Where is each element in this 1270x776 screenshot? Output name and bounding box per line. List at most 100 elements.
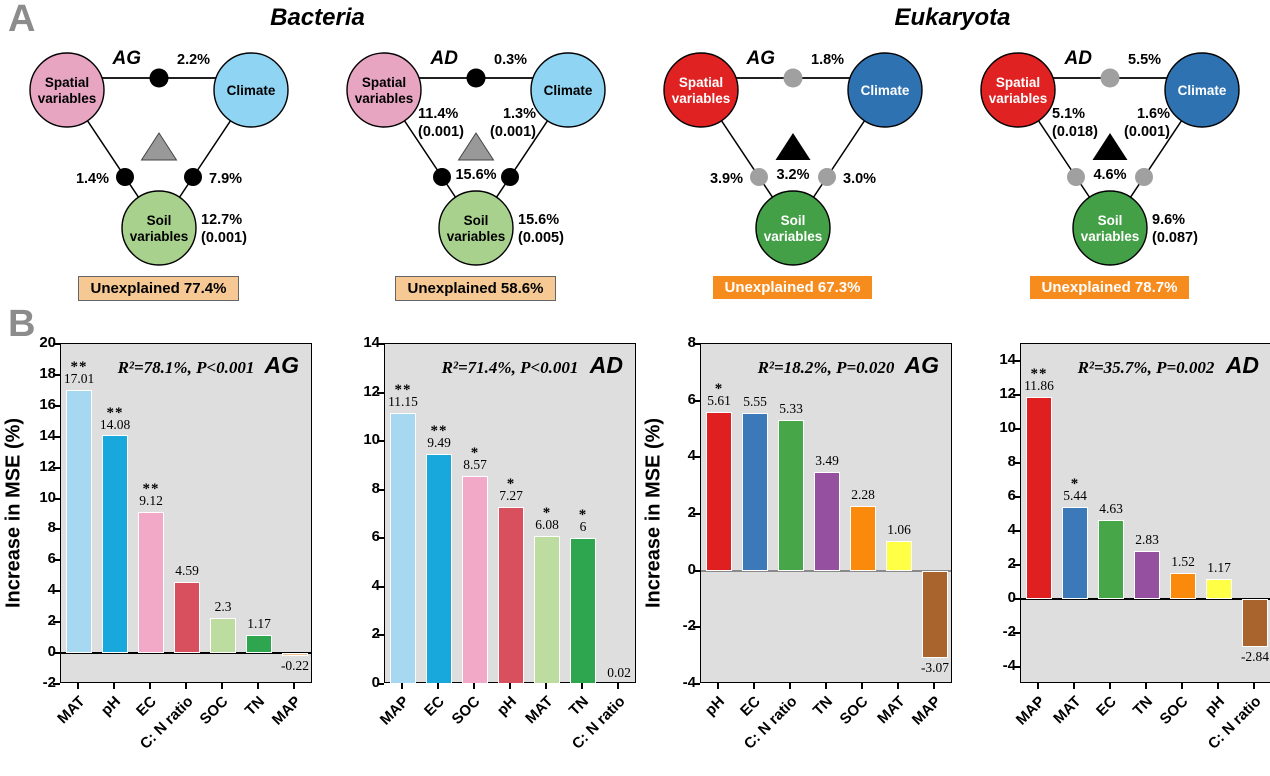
x-tick-label-text: EC bbox=[133, 693, 161, 720]
significance-stars: ** bbox=[1030, 366, 1048, 383]
x-tick-label-text: MAP bbox=[376, 693, 413, 729]
x-tick-mark bbox=[825, 683, 827, 689]
y-tick-mark bbox=[53, 559, 60, 562]
diagram-text: Climate bbox=[543, 83, 592, 98]
y-axis: -4 -2 0 2 4 6 8 10 12 14 bbox=[988, 343, 1020, 683]
significance-stars: * bbox=[542, 505, 552, 522]
unexplained-box: Unexplained 78.7% bbox=[1029, 276, 1190, 299]
y-tick-label: 14 bbox=[363, 334, 380, 351]
bar-SOC bbox=[210, 617, 236, 654]
mse-bar-charts: Increase in MSE (%) -2 0 2 4 6 8 10 12 14 16 18 20 **… bbox=[0, 309, 1270, 761]
diagram-text: AD bbox=[429, 48, 458, 69]
diagram-text: Spatial bbox=[995, 75, 1039, 90]
bar-EC bbox=[426, 453, 452, 684]
bar-value-label: ** 17.01 bbox=[44, 360, 114, 386]
group-title-bacteria: Bacteria bbox=[270, 4, 365, 31]
diagram-text: Soil bbox=[780, 213, 805, 228]
bar-value-label: * 8.57 bbox=[440, 445, 510, 472]
bar-value: 4.63 bbox=[1099, 501, 1123, 517]
diagram-text: 12.7% bbox=[201, 212, 242, 228]
y-tick-label: 16 bbox=[39, 395, 56, 413]
top-intersection-dot bbox=[466, 68, 485, 88]
y-tick-label: 8 bbox=[1007, 453, 1016, 470]
soil-circle bbox=[437, 190, 514, 266]
diagram-text: 4.6% bbox=[1093, 167, 1126, 183]
x-tick-label-text: TN bbox=[565, 693, 593, 720]
bar-value-label: ** 9.49 bbox=[404, 422, 474, 450]
bar-value-label: * 6.08 bbox=[512, 505, 582, 532]
bar-value-label: * 5.61 bbox=[684, 381, 754, 408]
bar-value: -0.22 bbox=[280, 658, 310, 674]
bar-value-label: 1.17 bbox=[224, 617, 294, 631]
bar-MAP bbox=[282, 653, 308, 657]
bar-value: -3.07 bbox=[920, 659, 950, 675]
plot-area: ** 17.01 ** 14.08 ** 9.12 4.59 2.3 1.17 -0.22 R²=7… bbox=[53, 343, 312, 685]
y-axis: 0 2 4 6 8 10 12 14 bbox=[352, 334, 384, 691]
x-tick-mark bbox=[717, 683, 719, 689]
diagram-text: 9.6% bbox=[1152, 212, 1185, 228]
y-tick-mark bbox=[53, 373, 60, 376]
y-tick-mark bbox=[1013, 632, 1020, 634]
y-tick-mark bbox=[693, 343, 700, 345]
diagram-text: 1.4% bbox=[75, 171, 108, 187]
x-tick-label-text: MAP bbox=[908, 693, 945, 729]
bar-value-label: 2.3 bbox=[188, 598, 258, 614]
y-tick-mark bbox=[53, 683, 60, 685]
y-tick-label: 14 bbox=[39, 426, 56, 444]
y-tick-label: 4 bbox=[371, 576, 380, 594]
diagram-text: 1.8% bbox=[811, 52, 844, 68]
x-tick-mark bbox=[581, 683, 583, 689]
plot-column: ** 11.86 * 5.44 4.63 2.83 1.52 1.17 -2.84 R²=35.7… bbox=[1012, 343, 1270, 761]
diagram-text: (0.018) bbox=[1052, 124, 1098, 140]
diagram-text: 2.2% bbox=[177, 52, 210, 68]
y-tick-mark bbox=[1013, 530, 1020, 532]
y-tick-mark bbox=[1013, 496, 1020, 498]
plot-column: ** 11.15 ** 9.49 * 8.57 * 7.27 * 6.08 * 6 0.02 R²=71.… bbox=[376, 343, 636, 761]
x-tick-mark bbox=[897, 683, 899, 689]
diagram-text: variables bbox=[446, 229, 505, 244]
x-tick-label-text: SOC bbox=[837, 693, 873, 729]
x-tick-label-text: pH bbox=[493, 693, 521, 720]
bar-pH bbox=[498, 507, 524, 684]
diagram-text: Climate bbox=[1177, 83, 1226, 98]
r-squared-annotation: R²=71.4%, P<0.001 bbox=[441, 358, 579, 377]
y-tick-mark bbox=[377, 634, 384, 637]
diagram-text: Climate bbox=[860, 83, 909, 98]
diagram-text: AD bbox=[1063, 48, 1092, 69]
x-tick-label-text: SOC bbox=[1157, 693, 1193, 729]
diagram-text: 7.9% bbox=[209, 171, 242, 187]
x-tick-mark bbox=[149, 683, 151, 689]
bar-value-label: 4.59 bbox=[152, 564, 222, 578]
x-axis: MAP EC SOC pH MAT TN C: N ratio bbox=[376, 683, 636, 761]
y-tick-label: 2 bbox=[687, 504, 696, 521]
diagram-text: variables bbox=[763, 229, 822, 244]
x-tick-label-text: MAT bbox=[53, 693, 89, 728]
y-tick-label: 2 bbox=[1007, 555, 1016, 572]
y-tick-mark bbox=[1013, 360, 1020, 362]
shared-triangle bbox=[1092, 133, 1127, 160]
unexplained-box: Unexplained 67.3% bbox=[712, 276, 873, 299]
chart-bacteria-ad: 0 2 4 6 8 10 12 14 ** 11.15 ** 9.49 * 8.57 * 7.27 * 6.08 *… bbox=[352, 334, 636, 761]
y-tick-label: 6 bbox=[1007, 487, 1016, 504]
y-tick-mark bbox=[53, 497, 60, 500]
bar-TN bbox=[814, 471, 840, 571]
bar-value: 3.49 bbox=[815, 452, 839, 468]
bar-value: 2.3 bbox=[214, 598, 232, 614]
y-tick-mark bbox=[53, 590, 60, 593]
x-tick-mark bbox=[437, 683, 439, 689]
unexplained-box: Unexplained 77.4% bbox=[77, 276, 240, 301]
right-intersection-dot bbox=[183, 168, 202, 186]
x-tick-mark bbox=[185, 683, 187, 689]
significance-stars: * bbox=[506, 476, 516, 493]
diagram-text: (0.001) bbox=[490, 124, 536, 140]
r-squared-annotation: R²=18.2%, P=0.020 bbox=[757, 358, 895, 377]
bar-EC bbox=[1098, 520, 1124, 599]
diagram-text: 15.6% bbox=[455, 167, 496, 183]
y-tick-label: 6 bbox=[47, 550, 56, 568]
x-tick-mark bbox=[293, 683, 295, 689]
corner-label: AD bbox=[589, 352, 623, 378]
significance-stars: ** bbox=[430, 422, 448, 439]
